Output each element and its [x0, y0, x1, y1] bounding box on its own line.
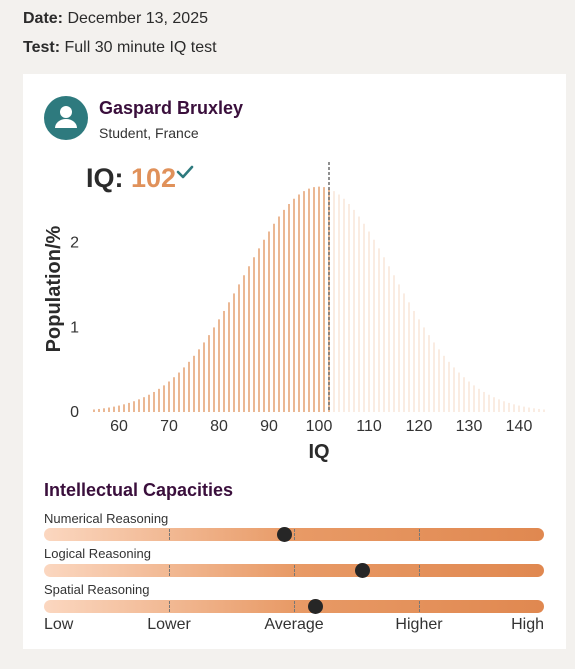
capacity-bar: [44, 527, 544, 542]
user-icon: [55, 106, 77, 128]
x-tick-label: 80: [210, 418, 228, 435]
x-tick-label: 100: [306, 418, 333, 435]
capacity-bar-tick: [294, 565, 295, 576]
capacity-bar-tick: [419, 529, 420, 540]
x-tick-label: 110: [356, 418, 382, 435]
profile-subtitle: Student, France: [99, 125, 199, 141]
capacity-label: Numerical Reasoning: [44, 511, 169, 526]
x-tick-label: 120: [406, 418, 433, 435]
capacity-level-marker: [354, 563, 370, 578]
test-date: Date: December 13, 2025: [23, 10, 208, 28]
x-tick-label: 60: [110, 418, 128, 435]
capacity-level-marker: [276, 527, 292, 542]
test-name: Test: Full 30 minute IQ test: [23, 39, 217, 57]
iq-result: IQ: 102: [86, 163, 176, 194]
capacity-bar: [44, 599, 544, 614]
profile-name: Gaspard Bruxley: [99, 98, 244, 118]
y-axis-ticks: 0 1 2: [70, 235, 79, 421]
y-tick-label: 2: [70, 235, 79, 252]
capacity-label: Spatial Reasoning: [44, 582, 150, 597]
capacity-bar-tick: [419, 565, 420, 576]
capacity-bar-tick: [169, 601, 170, 612]
capacity-bar-tick: [294, 529, 295, 540]
x-axis-ticks: 60 70 80 90 100 110 120 130 140: [110, 418, 532, 435]
capacity-bar-tick: [169, 565, 170, 576]
avatar: [44, 96, 88, 140]
capacity-bar-tick: [294, 601, 295, 612]
x-tick-label: 90: [260, 418, 278, 435]
scale-label-low: Low: [44, 616, 74, 633]
capacities-title: Intellectual Capacities: [44, 480, 234, 500]
capacity-level-marker: [307, 599, 323, 614]
y-axis-title: Population/%: [43, 225, 65, 352]
x-tick-label: 130: [456, 418, 483, 435]
iq-score: 102: [131, 163, 177, 193]
capacity-bar-tick: [419, 601, 420, 612]
capacity-bar-tick: [169, 529, 170, 540]
scale-label-higher: Higher: [395, 616, 443, 633]
y-tick-label: 0: [70, 404, 79, 421]
check-icon: [176, 165, 194, 179]
scale-label-high: High: [511, 616, 544, 633]
result-card: Gaspard Bruxley Student, France IQ: 102 …: [23, 74, 566, 649]
capacity-bar: [44, 563, 544, 578]
y-tick-label: 1: [70, 319, 79, 336]
x-tick-label: 70: [160, 418, 178, 435]
date-label: Date:: [23, 10, 64, 27]
capacity-label: Logical Reasoning: [44, 546, 151, 561]
iq-label: IQ:: [86, 163, 124, 193]
iq-distribution-chart: 0 1 2 60 70 80 90 100 110 120 130 140 IQ Populatio…: [43, 162, 545, 463]
test-value: Full 30 minute IQ test: [64, 39, 217, 56]
date-value: December 13, 2025: [67, 10, 208, 27]
x-axis-title: IQ: [308, 441, 329, 463]
x-tick-label: 140: [506, 418, 533, 435]
test-label: Test:: [23, 39, 61, 56]
scale-label-average: Average: [264, 616, 324, 633]
chart-bars: [93, 186, 545, 412]
scale-label-lower: Lower: [147, 616, 191, 633]
